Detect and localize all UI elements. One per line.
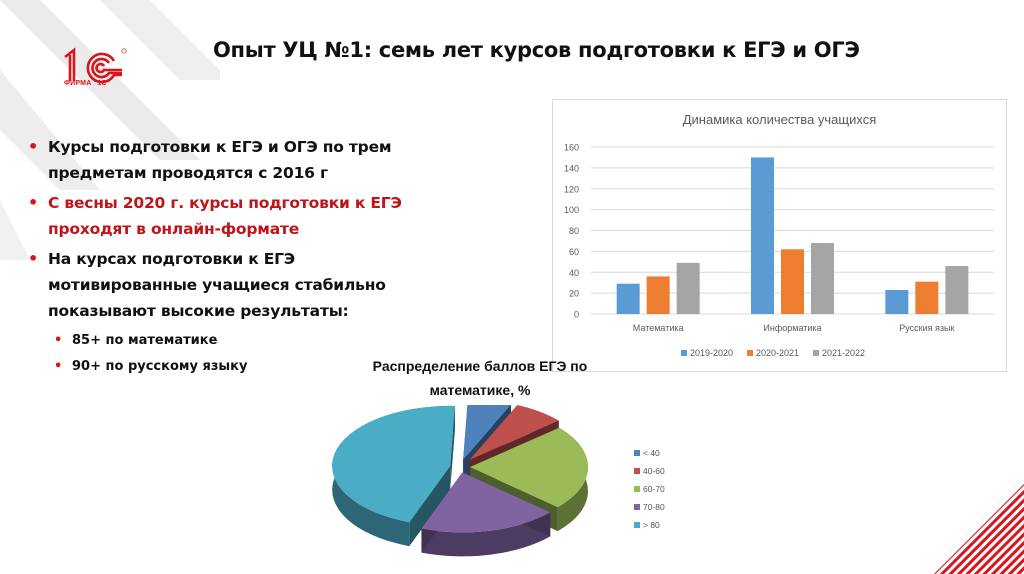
bar: [646, 276, 670, 314]
slide-title: Опыт УЦ №1: семь лет курсов подготовки к…: [213, 38, 860, 62]
brand-logo: [64, 47, 127, 84]
legend-label: 2020-2021: [756, 348, 799, 358]
pie-chart-plot: [332, 405, 588, 557]
pie-chart-title: Распределение баллов ЕГЭ по математике, …: [372, 358, 588, 398]
legend-swatch: [634, 468, 640, 474]
y-tick-label: 80: [569, 226, 579, 236]
legend-item: < 40: [634, 444, 665, 462]
bar: [945, 265, 969, 314]
y-tick-label: 160: [564, 143, 579, 153]
legend-swatch: [634, 522, 640, 528]
bar: [915, 281, 939, 314]
legend-swatch: [681, 350, 687, 356]
bar: [676, 262, 700, 314]
legend-label: > 80: [643, 520, 660, 530]
legend-label: 2019-2020: [690, 348, 733, 358]
bullet-item-highlight: С весны 2020 г. курсы подготовки к ЕГЭ п…: [28, 190, 458, 242]
legend-label: < 40: [643, 448, 660, 458]
pie-chart-legend: < 40 40-60 60-70 70-80 > 80: [634, 444, 665, 534]
legend-label: 70-80: [643, 502, 665, 512]
y-tick-label: 0: [574, 310, 579, 320]
logo-caption: ФИРМА “1С”: [64, 80, 111, 87]
legend-item: 70-80: [634, 498, 665, 516]
bar: [811, 243, 834, 314]
bar: [885, 289, 909, 314]
y-tick-label: 120: [564, 184, 579, 194]
legend-label: 40-60: [643, 466, 665, 476]
bar-chart-plot: 0 20 40 60 80 100 120 140 160 Математика Информати…: [564, 143, 994, 358]
legend-swatch: [634, 486, 640, 492]
bar-chart: Динамика количества учащихся 0 20 40 60 80 10…: [552, 99, 1007, 372]
corner-stripes: [934, 484, 1024, 574]
y-tick-label: 20: [569, 289, 579, 299]
bar: [616, 283, 640, 314]
sub-bullet-item: 85+ по математике: [28, 328, 458, 354]
bar-chart-title: Динамика количества учащихся: [682, 112, 877, 127]
y-tick-label: 40: [569, 268, 579, 278]
legend-item: > 80: [634, 516, 665, 534]
bullet-item: На курсах подготовки к ЕГЭ мотивированны…: [28, 246, 428, 324]
pie-slice: [332, 405, 455, 547]
legend-label: 60-70: [643, 484, 665, 494]
bullet-item: Курсы подготовки к ЕГЭ и ОГЭ по трем пре…: [28, 134, 458, 186]
x-category-label: Информатика: [763, 323, 821, 333]
legend-swatch: [813, 350, 819, 356]
bar: [781, 249, 804, 314]
legend-item: 60-70: [634, 480, 665, 498]
legend-swatch: [747, 350, 753, 356]
bar: [751, 157, 774, 314]
legend-label: 2021-2022: [822, 348, 865, 358]
pie-slice: [421, 472, 551, 557]
x-category-label: Математика: [633, 323, 684, 333]
legend-swatch: [634, 450, 640, 456]
y-tick-label: 140: [564, 163, 579, 173]
background-stripes: [0, 0, 220, 260]
y-tick-label: 100: [564, 205, 579, 215]
bullet-list: Курсы подготовки к ЕГЭ и ОГЭ по трем пре…: [28, 134, 458, 380]
legend-swatch: [634, 504, 640, 510]
sub-bullet-item: 90+ по русскому языку: [28, 354, 458, 380]
y-tick-label: 60: [569, 247, 579, 257]
x-category-label: Русския язык: [899, 323, 954, 333]
legend-item: 40-60: [634, 462, 665, 480]
